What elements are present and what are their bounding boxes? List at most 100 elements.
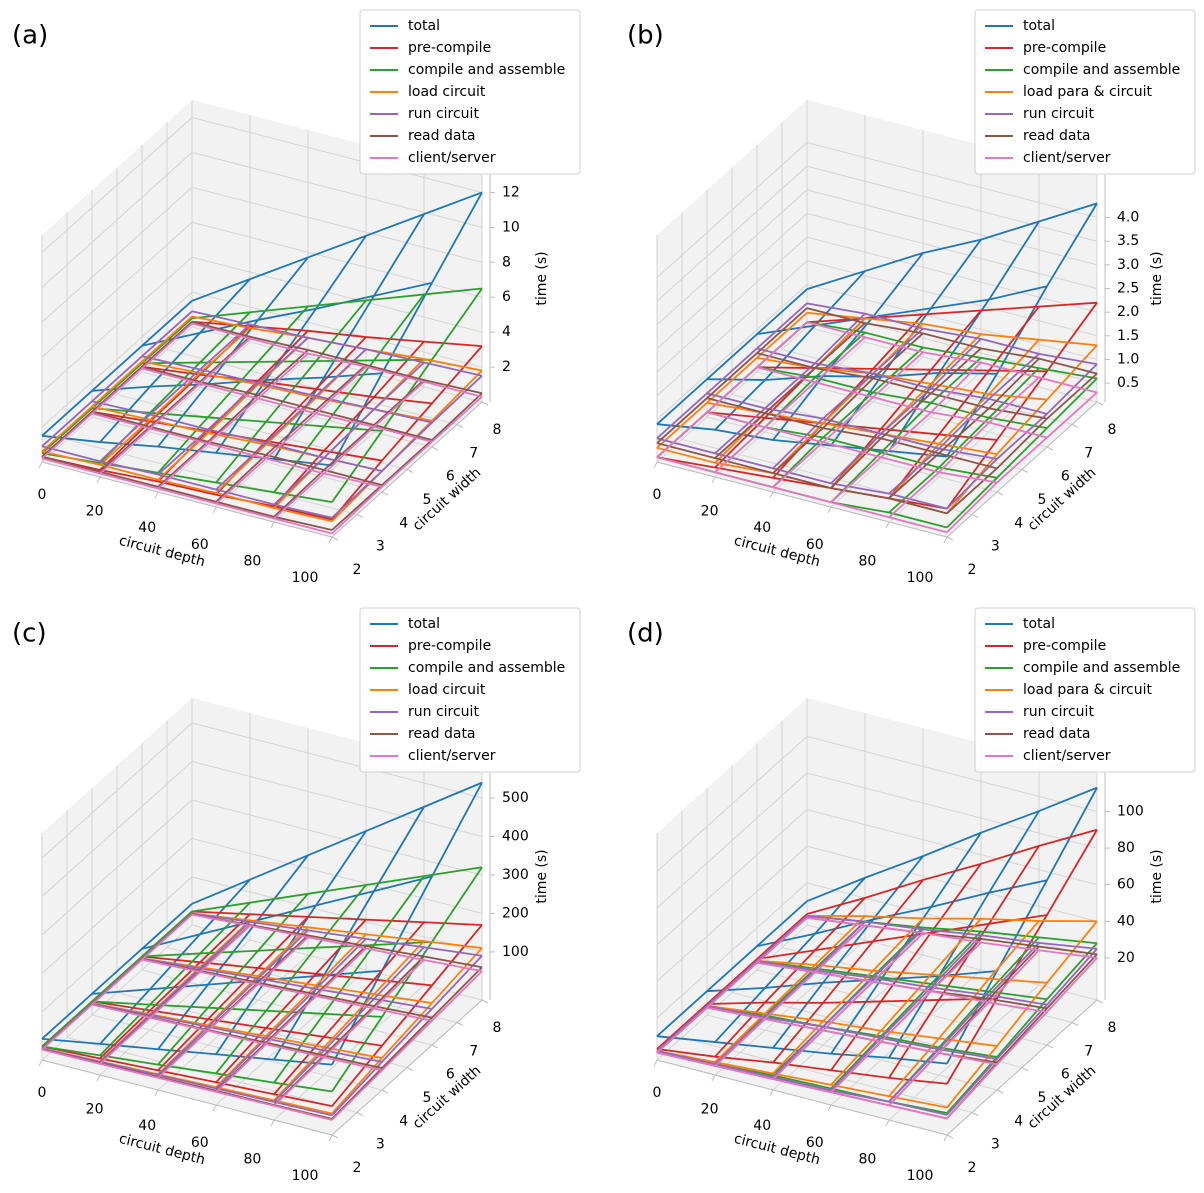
z-axis-label: time (s) bbox=[1149, 251, 1165, 305]
wire-line bbox=[830, 934, 982, 1091]
x-tick-mark bbox=[653, 461, 658, 469]
z-tick-label: 500 bbox=[502, 790, 529, 806]
legend-label: load para & circuit bbox=[1023, 84, 1152, 100]
side-grid-line bbox=[41, 256, 193, 393]
panel-label: (c) bbox=[12, 619, 47, 649]
x-tick-mark bbox=[38, 1059, 43, 1067]
y-tick-label: 2 bbox=[353, 562, 362, 578]
y-tick-label: 4 bbox=[399, 515, 408, 531]
y-tick-mark bbox=[971, 514, 979, 518]
wire-line bbox=[41, 1048, 333, 1121]
wire-line bbox=[41, 913, 193, 1051]
legend-label: run circuit bbox=[1023, 704, 1094, 720]
back-grid-line bbox=[806, 236, 1098, 313]
wire-line bbox=[191, 912, 483, 957]
legend-label: read data bbox=[408, 128, 476, 144]
wire-line bbox=[273, 955, 425, 1106]
x-tick-label: 60 bbox=[806, 1135, 824, 1151]
wire-line bbox=[946, 948, 1098, 1116]
side-grid-line bbox=[41, 722, 193, 859]
wire-line bbox=[191, 320, 483, 395]
side-grid-line bbox=[656, 284, 808, 420]
y-tick-label: 4 bbox=[1014, 1113, 1023, 1129]
wire-line bbox=[806, 321, 1098, 394]
x-tick-label: 0 bbox=[38, 487, 47, 503]
wire-line bbox=[806, 311, 1098, 347]
wire-line bbox=[656, 1049, 948, 1109]
wire-line bbox=[331, 782, 483, 1066]
back-grid-line bbox=[806, 142, 1098, 219]
y-tick-label: 5 bbox=[423, 1090, 432, 1106]
wire-line bbox=[141, 358, 433, 365]
wire-line bbox=[273, 806, 425, 1061]
x-tick-mark bbox=[212, 1104, 217, 1112]
wire-line bbox=[41, 455, 333, 531]
wire-line bbox=[157, 916, 309, 1072]
y-tick-label: 5 bbox=[1038, 1090, 1047, 1106]
wire-line bbox=[215, 348, 367, 491]
y-tick-label: 8 bbox=[493, 422, 502, 438]
legend-label: run circuit bbox=[1023, 106, 1094, 122]
y-tick-mark bbox=[1046, 446, 1054, 451]
wire-line bbox=[41, 322, 193, 460]
wire-line bbox=[99, 925, 251, 1065]
back-grid-line bbox=[806, 213, 1098, 289]
x-tick-label: 60 bbox=[191, 537, 209, 553]
legend-label: load para & circuit bbox=[1023, 682, 1152, 698]
legend-box bbox=[974, 607, 1196, 773]
x-tick-label: 20 bbox=[701, 504, 719, 520]
z-axis-label: time (s) bbox=[534, 849, 550, 903]
x-tick-mark bbox=[154, 1089, 159, 1097]
side-grid-line bbox=[41, 876, 193, 1013]
x-tick-label: 100 bbox=[907, 1168, 934, 1184]
x-tick-label: 80 bbox=[243, 553, 261, 569]
z-tick-label: 1.0 bbox=[1117, 351, 1139, 367]
wire-line bbox=[141, 367, 433, 443]
back-grid-line bbox=[191, 256, 483, 333]
wire-line bbox=[273, 940, 425, 1101]
axis-line bbox=[41, 461, 333, 538]
wire-line bbox=[157, 936, 309, 1079]
wire-line bbox=[157, 337, 309, 476]
wire-line bbox=[331, 392, 483, 531]
wire-line bbox=[806, 828, 1098, 915]
z-tick-label: 60 bbox=[1117, 877, 1135, 893]
wire-line bbox=[772, 323, 924, 474]
legend-label: compile and assemble bbox=[408, 62, 565, 78]
back-grid-line bbox=[191, 116, 483, 193]
x-tick-mark bbox=[827, 1104, 832, 1112]
side-grid-line bbox=[656, 236, 808, 373]
wire-line bbox=[273, 875, 425, 1084]
wire-line bbox=[141, 281, 433, 347]
side-grid-line bbox=[656, 736, 808, 872]
wire-line bbox=[273, 213, 425, 460]
wire-line bbox=[946, 957, 1098, 1120]
back-grid-line bbox=[191, 151, 483, 228]
legend-label: compile and assemble bbox=[1023, 62, 1180, 78]
axis-line bbox=[656, 1059, 948, 1136]
wire-line bbox=[888, 920, 1040, 1097]
wire-line bbox=[756, 347, 1048, 415]
y-tick-mark bbox=[946, 1134, 954, 1139]
y-tick-mark bbox=[996, 491, 1004, 496]
y-tick-label: 7 bbox=[1084, 1043, 1093, 1059]
axis-line bbox=[946, 999, 1098, 1136]
side-grid-line bbox=[656, 260, 808, 397]
wire-line bbox=[91, 969, 383, 995]
x-tick-label: 0 bbox=[653, 1085, 662, 1101]
wire-line bbox=[273, 959, 425, 1107]
floor-grid-line bbox=[756, 371, 1048, 448]
y-tick-label: 4 bbox=[1014, 515, 1023, 531]
y-tick-label: 3 bbox=[991, 539, 1000, 555]
y-tick-mark bbox=[1071, 1022, 1079, 1026]
wire-line bbox=[806, 302, 1098, 366]
wire-line bbox=[41, 910, 193, 1048]
y-tick-label: 8 bbox=[1108, 1020, 1117, 1036]
wire-line bbox=[656, 307, 808, 444]
wire-line bbox=[99, 336, 251, 473]
panel-label: (a) bbox=[12, 21, 48, 51]
wire-line bbox=[656, 913, 808, 1050]
wire-line bbox=[756, 961, 1048, 1013]
wire-line bbox=[215, 933, 367, 1088]
legend-label: load circuit bbox=[408, 84, 486, 100]
